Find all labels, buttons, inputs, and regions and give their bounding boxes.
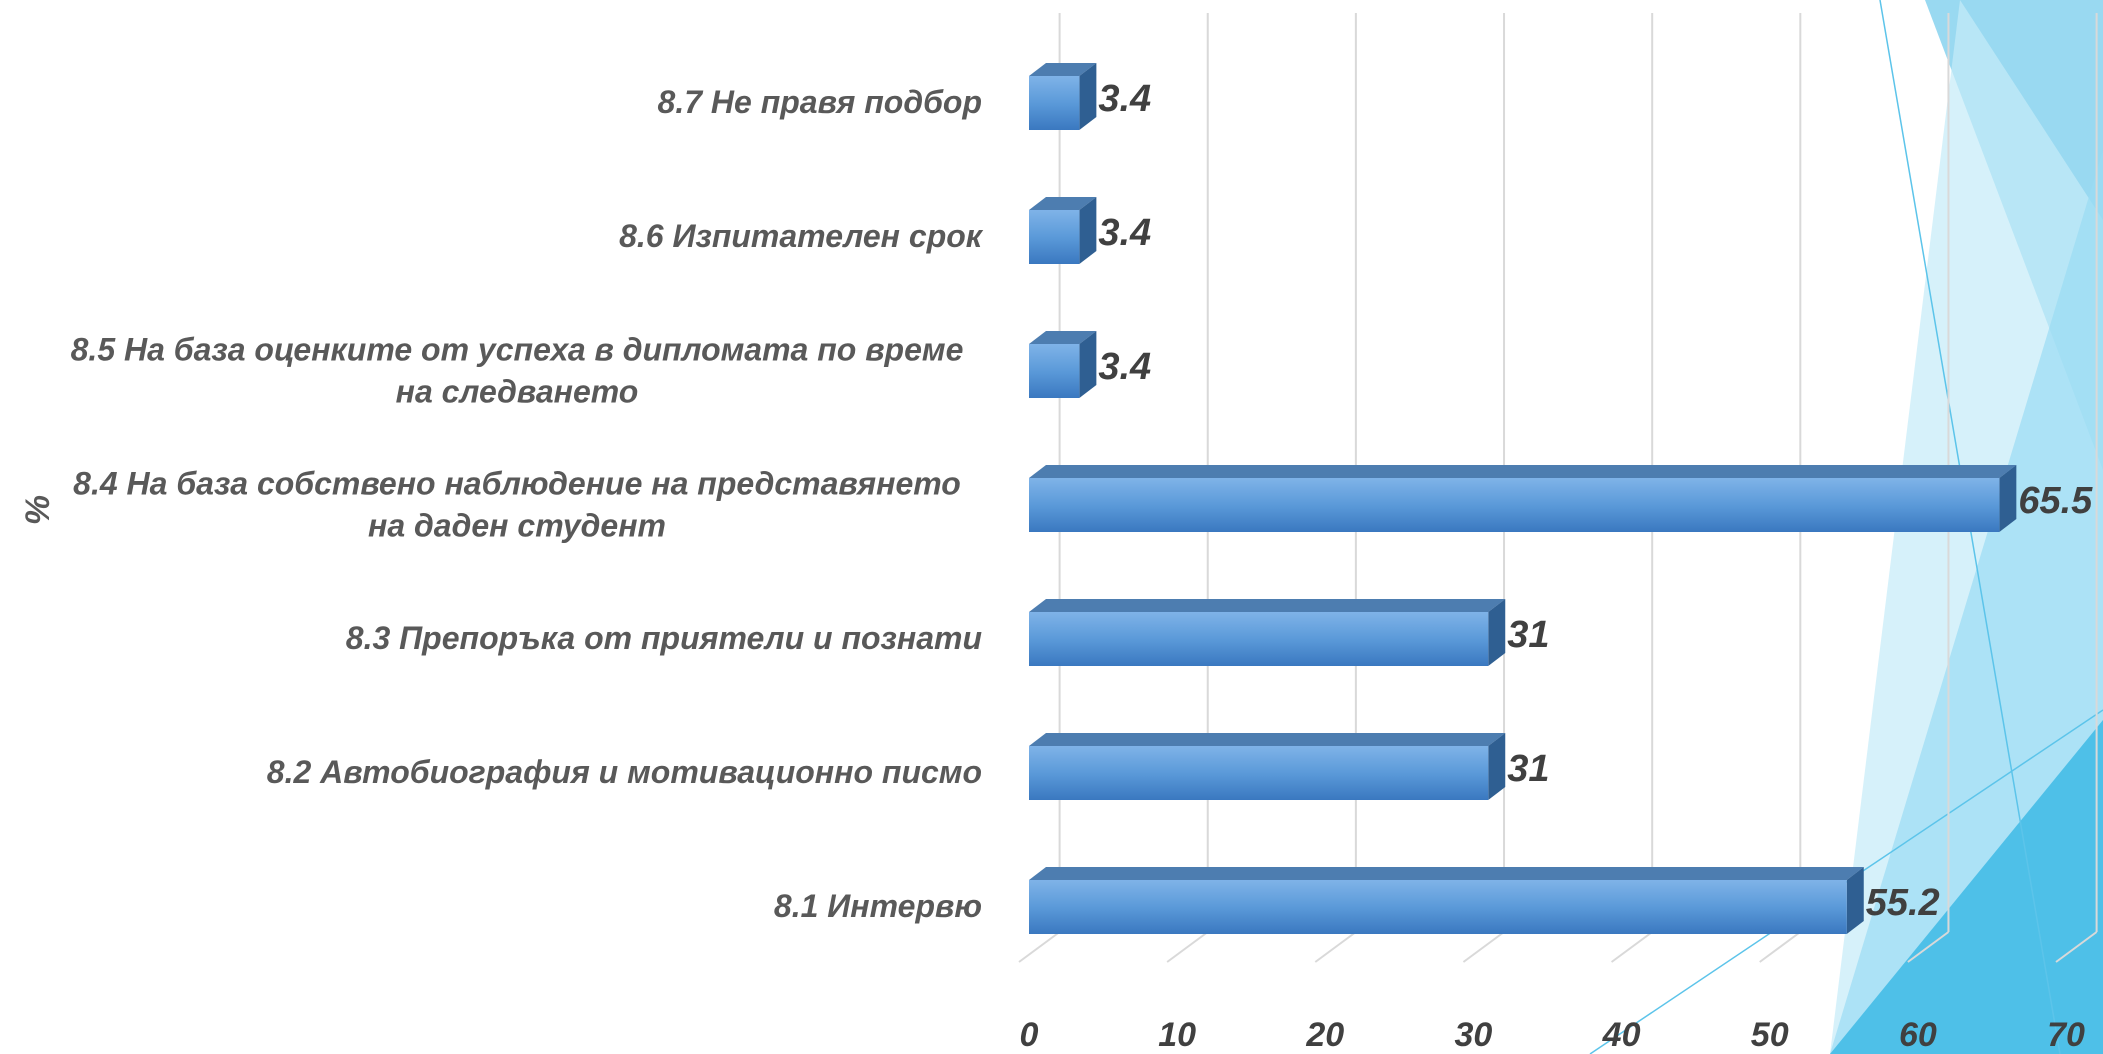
grid-floor-line: [1907, 931, 1950, 963]
bar: [1029, 612, 1489, 666]
category-label: 8.6 Изпитателен срок: [619, 218, 982, 255]
x-tick-label: 40: [1602, 1016, 1641, 1054]
background-decoration: [1589, 0, 2103, 1054]
bar: [1029, 210, 1080, 264]
bar-side: [1079, 331, 1097, 398]
value-label: 55.2: [1866, 882, 1940, 924]
x-tick-label: 70: [2047, 1016, 2085, 1054]
bar-top: [1029, 867, 1864, 880]
category-label: 8.2 Автобиография и мотивационно писмо: [266, 754, 982, 791]
bar-top: [1029, 599, 1506, 612]
category-label: 8.7 Не правя подбор: [657, 84, 982, 121]
x-tick-label: 60: [1899, 1016, 1937, 1054]
grid-floor-line: [1462, 931, 1505, 963]
category-label: 8.1 Интервю: [773, 888, 982, 925]
bar-top: [1029, 197, 1097, 210]
value-label: 3.4: [1098, 212, 1151, 254]
grid-floor-line: [1018, 931, 1061, 963]
bar: [1029, 746, 1489, 800]
bar-side: [1999, 465, 2017, 532]
value-label: 3.4: [1098, 346, 1151, 388]
bar-top: [1029, 465, 2017, 478]
bar-side: [1488, 599, 1506, 666]
grid-floor-line: [1314, 931, 1357, 963]
bar-side: [1079, 197, 1097, 264]
bar-top: [1029, 63, 1097, 76]
bar: [1029, 478, 2000, 532]
grid-floor-line: [1759, 931, 1801, 963]
bar-side: [1079, 63, 1097, 130]
category-label: 8.5 На база оценките от успеха в диплома…: [70, 331, 964, 409]
bar-side: [1488, 733, 1506, 800]
category-label: 8.3 Препоръка от приятели и познати: [345, 620, 982, 657]
x-tick-label: 50: [1751, 1016, 1789, 1054]
bar: [1029, 76, 1080, 130]
bar: [1029, 344, 1080, 398]
category-label: 8.4 На база собствено наблюдение на пред…: [73, 465, 961, 543]
bar-top: [1029, 733, 1506, 746]
bar-top: [1029, 331, 1097, 344]
axis-title: %: [19, 495, 57, 525]
x-tick-label: 10: [1158, 1016, 1196, 1054]
grid-floor-line: [1610, 931, 1653, 963]
grid-floor-line: [1166, 931, 1209, 963]
x-tick-label: 20: [1305, 1016, 1344, 1054]
value-label: 31: [1507, 614, 1549, 656]
grid-floor-line: [2055, 931, 2098, 963]
bar: [1029, 880, 1847, 934]
x-tick-label: 30: [1455, 1016, 1493, 1054]
value-label: 31: [1507, 748, 1549, 790]
value-label: 3.4: [1098, 78, 1151, 120]
bar-side: [1846, 867, 1864, 934]
x-tick-label: 0: [1020, 1016, 1039, 1054]
value-label: 65.5: [2018, 480, 2093, 522]
